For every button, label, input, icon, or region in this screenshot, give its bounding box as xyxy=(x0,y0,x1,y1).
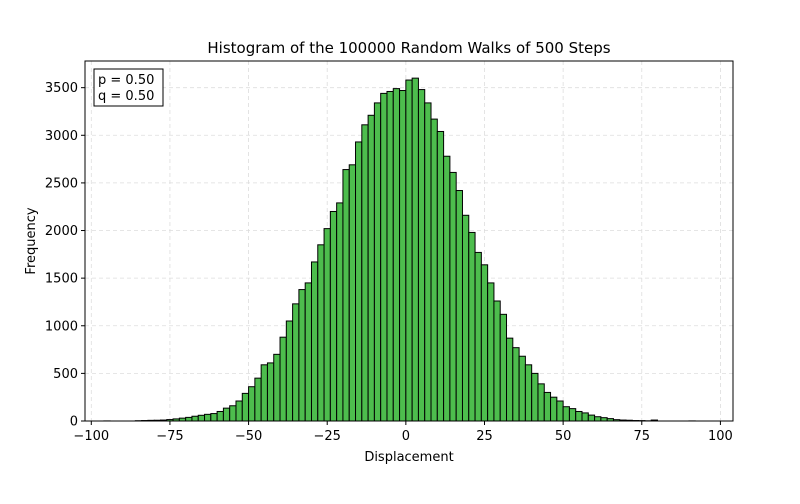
histogram-bar xyxy=(349,165,355,421)
histogram-bar xyxy=(205,414,211,421)
histogram-bar xyxy=(211,414,217,421)
x-tick-label: 50 xyxy=(555,429,572,444)
histogram-bar xyxy=(412,78,418,421)
y-tick-label: 3500 xyxy=(45,81,78,96)
histogram-bar xyxy=(368,115,374,421)
x-tick-label: 100 xyxy=(708,429,733,444)
histogram-bar xyxy=(488,283,494,421)
histogram-bar xyxy=(469,232,475,421)
histogram-bar xyxy=(274,354,280,421)
y-tick-label: 2000 xyxy=(45,224,78,239)
histogram-bar xyxy=(330,211,336,421)
x-tick-label: −50 xyxy=(235,429,262,444)
histogram-bar xyxy=(544,392,550,421)
y-tick-label: 2500 xyxy=(45,176,78,191)
histogram-bar xyxy=(595,417,601,421)
histogram-bar xyxy=(563,407,569,421)
x-tick-label: 25 xyxy=(476,429,493,444)
x-tick-label: −100 xyxy=(73,429,109,444)
histogram-bar xyxy=(299,290,305,421)
histogram-bar xyxy=(236,401,242,421)
histogram-bar xyxy=(475,252,481,421)
histogram-bar xyxy=(318,245,324,421)
histogram-bar xyxy=(311,262,317,421)
y-tick-label: 3000 xyxy=(45,129,78,144)
y-tick-label: 0 xyxy=(70,415,78,430)
histogram-bar xyxy=(513,348,519,421)
x-tick-label: −25 xyxy=(313,429,340,444)
histogram-bar xyxy=(324,229,330,421)
histogram-bar xyxy=(249,387,255,421)
histogram-bar xyxy=(387,91,393,421)
y-tick-label: 500 xyxy=(53,367,78,382)
x-tick-label: 75 xyxy=(634,429,651,444)
histogram-bar xyxy=(507,338,513,421)
histogram-bar xyxy=(356,142,362,421)
histogram-bar xyxy=(569,409,575,421)
histogram-bar xyxy=(576,411,582,421)
histogram-bar xyxy=(223,408,229,421)
histogram-bar xyxy=(217,411,223,421)
y-tick-label: 1500 xyxy=(45,272,78,287)
histogram-bar xyxy=(343,170,349,421)
annotation-p: p = 0.50 xyxy=(98,73,154,88)
histogram-bar xyxy=(551,397,557,421)
histogram-bar xyxy=(494,301,500,421)
histogram-bar xyxy=(400,91,406,421)
histogram-bar xyxy=(557,401,563,421)
histogram-bar xyxy=(532,373,538,421)
histogram-bar xyxy=(192,416,198,421)
histogram-bar xyxy=(198,415,204,421)
histogram-bar xyxy=(337,203,343,421)
histogram-bar xyxy=(500,314,506,421)
y-axis-label: Frequency xyxy=(24,207,39,274)
x-tick-label: −75 xyxy=(156,429,183,444)
histogram-bar xyxy=(519,356,525,421)
histogram-bar xyxy=(437,131,443,421)
histogram-bar xyxy=(444,156,450,421)
histogram-bar xyxy=(374,103,380,421)
histogram-bar xyxy=(456,191,462,421)
histogram-bar xyxy=(293,304,299,421)
histogram-bar xyxy=(305,283,311,421)
histogram-bar xyxy=(425,103,431,421)
histogram-bar xyxy=(525,365,531,421)
chart-title: Histogram of the 100000 Random Walks of … xyxy=(207,39,610,57)
histogram-bar xyxy=(230,406,236,421)
y-tick-label: 1000 xyxy=(45,319,78,334)
histogram-bar xyxy=(267,363,273,421)
histogram-bar xyxy=(362,125,368,421)
x-axis-label: Displacement xyxy=(364,450,453,465)
histogram-bar xyxy=(582,413,588,421)
histogram-bar xyxy=(462,215,468,421)
histogram-bar xyxy=(381,93,387,421)
histogram-bar xyxy=(538,384,544,421)
histogram-bar xyxy=(242,393,248,421)
histogram-bar xyxy=(588,415,594,421)
annotation-q: q = 0.50 xyxy=(98,89,154,104)
parameter-annotation: p = 0.50 q = 0.50 xyxy=(94,69,163,106)
histogram-bar xyxy=(286,321,292,421)
histogram-bar xyxy=(261,365,267,421)
histogram-bar xyxy=(186,417,192,421)
histogram-bar xyxy=(418,90,424,421)
histogram-bar xyxy=(393,89,399,421)
histogram-bar xyxy=(255,378,261,421)
x-tick-label: 0 xyxy=(402,429,410,444)
histogram-bar xyxy=(450,172,456,421)
histogram-bar xyxy=(431,119,437,421)
histogram-bar xyxy=(406,80,412,421)
histogram-bar xyxy=(481,265,487,421)
histogram-bar xyxy=(280,337,286,421)
